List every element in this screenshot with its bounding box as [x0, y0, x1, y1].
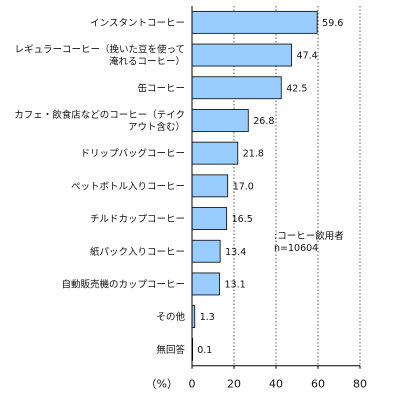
value-label: 42.5 [286, 83, 307, 94]
category-label: 自動販売機のカップコーヒー [61, 278, 185, 290]
unit-label: （%） [146, 378, 178, 391]
category-label: レギュラーコーヒー（挽いた豆を使って [14, 44, 185, 56]
value-label: 17.0 [233, 181, 254, 192]
bar [191, 109, 249, 132]
bar [191, 76, 282, 100]
x-tick-label: 80 [353, 378, 367, 391]
category-label: アウト含む） [128, 121, 185, 133]
legend-text: n=10604 [274, 243, 318, 254]
bar [191, 174, 229, 198]
value-label: 26.8 [253, 116, 274, 127]
bars [191, 10, 318, 361]
category-label: ドリップバッグコーヒー [80, 148, 185, 160]
category-label: 紙パック入りコーヒー [90, 246, 185, 258]
value-labels: 59.6 47.4 42.5 26.8 21.8 17.0 16.5 13.4 13.1 1.3 0… [197, 18, 343, 356]
bar [191, 239, 221, 263]
bar [191, 141, 239, 165]
category-label: カフェ・飲食店などのコーヒー（テイク [14, 109, 185, 121]
x-tick-label: 40 [269, 378, 283, 391]
category-label: 無回答 [156, 344, 185, 356]
category-label: 缶コーヒー [137, 82, 185, 94]
category-label: 淹れるコーヒー） [109, 56, 185, 68]
x-tick-labels: 0 20 40 60 80 [189, 365, 367, 391]
bar [191, 10, 318, 34]
x-tick-label: 20 [227, 378, 241, 391]
bar [191, 207, 228, 230]
bar [191, 272, 220, 296]
value-label: 13.4 [225, 247, 246, 258]
bar [191, 43, 292, 67]
value-label: 0.1 [197, 345, 212, 356]
category-label: その他 [156, 311, 185, 323]
category-label: ペットボトル入りコーヒー [71, 181, 185, 192]
category-label: チルドカップコーヒー [90, 214, 185, 225]
value-label: 21.8 [243, 149, 264, 160]
value-label: 13.1 [225, 279, 246, 290]
x-tick-label: 60 [311, 378, 325, 391]
value-label: 1.3 [200, 312, 215, 323]
legend-text: :コーヒー飲用者 [274, 230, 344, 242]
category-label: インスタントコーヒー [90, 18, 185, 29]
value-label: 59.6 [322, 18, 343, 29]
value-label: 47.4 [297, 51, 318, 62]
value-label: 16.5 [232, 214, 253, 225]
x-tick-label: 0 [189, 378, 196, 391]
